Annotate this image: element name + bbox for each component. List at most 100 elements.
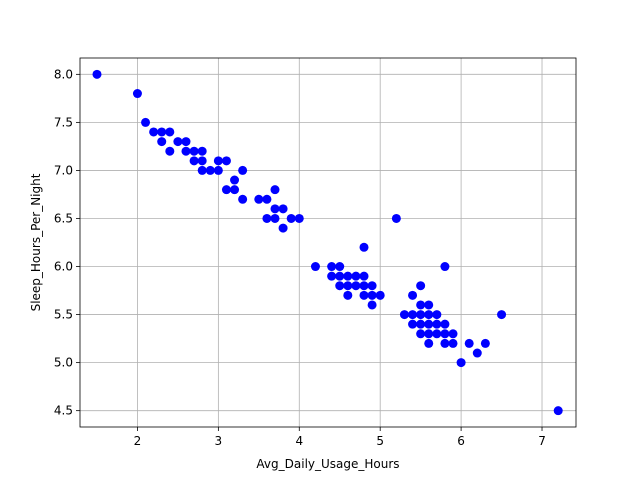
data-point bbox=[480, 338, 490, 348]
data-point bbox=[391, 213, 401, 223]
data-point bbox=[230, 175, 240, 185]
x-tick-label: 7 bbox=[538, 434, 546, 448]
data-point bbox=[440, 338, 450, 348]
data-point bbox=[440, 319, 450, 329]
data-point bbox=[359, 242, 369, 252]
x-axis-ticks: 2 3 4 5 6 7 bbox=[134, 427, 546, 448]
data-point bbox=[335, 262, 345, 272]
data-point bbox=[497, 310, 507, 320]
data-point bbox=[254, 194, 264, 204]
data-point bbox=[327, 262, 337, 272]
data-point bbox=[416, 300, 426, 310]
data-point bbox=[213, 165, 223, 175]
data-point bbox=[165, 146, 175, 156]
data-point bbox=[286, 213, 296, 223]
data-point bbox=[367, 300, 377, 310]
data-point bbox=[424, 329, 434, 339]
data-point bbox=[92, 69, 102, 79]
data-point bbox=[408, 319, 418, 329]
y-tick-label: 7.0 bbox=[54, 163, 73, 177]
data-point bbox=[424, 319, 434, 329]
data-point bbox=[424, 310, 434, 320]
data-point bbox=[464, 338, 474, 348]
data-point bbox=[343, 281, 353, 291]
data-point bbox=[424, 300, 434, 310]
data-point bbox=[221, 156, 231, 166]
x-tick-label: 4 bbox=[295, 434, 303, 448]
y-tick-label: 5.0 bbox=[54, 356, 73, 370]
data-point bbox=[343, 271, 353, 281]
data-point bbox=[189, 146, 199, 156]
x-tick-label: 5 bbox=[376, 434, 384, 448]
data-point bbox=[553, 406, 563, 416]
y-tick-label: 4.5 bbox=[54, 404, 73, 418]
data-point bbox=[221, 185, 231, 195]
data-point bbox=[132, 89, 142, 99]
data-point bbox=[448, 329, 458, 339]
y-tick-label: 6.5 bbox=[54, 211, 73, 225]
grid bbox=[80, 58, 576, 427]
data-point bbox=[270, 185, 280, 195]
data-point bbox=[238, 194, 248, 204]
y-tick-label: 8.0 bbox=[54, 67, 73, 81]
x-tick-label: 6 bbox=[457, 434, 465, 448]
data-point bbox=[351, 271, 361, 281]
data-point bbox=[335, 281, 345, 291]
data-points bbox=[92, 69, 563, 416]
data-point bbox=[416, 319, 426, 329]
data-point bbox=[351, 281, 361, 291]
data-point bbox=[213, 156, 223, 166]
x-axis-title: Avg_Daily_Usage_Hours bbox=[256, 457, 399, 471]
data-point bbox=[238, 165, 248, 175]
data-point bbox=[310, 262, 320, 272]
data-point bbox=[262, 194, 272, 204]
data-point bbox=[294, 213, 304, 223]
data-point bbox=[181, 137, 191, 147]
data-point bbox=[149, 127, 159, 137]
data-point bbox=[359, 281, 369, 291]
data-point bbox=[432, 319, 442, 329]
y-axis-ticks: 4.5 5.0 5.5 6.0 6.5 7.0 7.5 8.0 bbox=[54, 67, 80, 418]
data-point bbox=[432, 329, 442, 339]
y-axis-title: Sleep_Hours_Per_Night bbox=[29, 173, 43, 311]
data-point bbox=[416, 281, 426, 291]
data-point bbox=[270, 213, 280, 223]
data-point bbox=[440, 329, 450, 339]
data-point bbox=[456, 358, 466, 368]
data-point bbox=[278, 223, 288, 233]
data-point bbox=[197, 146, 207, 156]
data-point bbox=[375, 290, 385, 300]
data-point bbox=[408, 310, 418, 320]
data-point bbox=[335, 271, 345, 281]
data-point bbox=[408, 290, 418, 300]
data-point bbox=[359, 290, 369, 300]
data-point bbox=[173, 137, 183, 147]
data-point bbox=[270, 204, 280, 214]
data-point bbox=[343, 290, 353, 300]
data-point bbox=[230, 185, 240, 195]
data-point bbox=[205, 165, 215, 175]
data-point bbox=[399, 310, 409, 320]
data-point bbox=[157, 127, 167, 137]
data-point bbox=[367, 281, 377, 291]
y-tick-label: 6.0 bbox=[54, 260, 73, 274]
data-point bbox=[359, 271, 369, 281]
data-point bbox=[189, 156, 199, 166]
data-point bbox=[278, 204, 288, 214]
data-point bbox=[181, 146, 191, 156]
y-tick-label: 7.5 bbox=[54, 115, 73, 129]
x-tick-label: 2 bbox=[134, 434, 142, 448]
data-point bbox=[440, 262, 450, 272]
data-point bbox=[197, 165, 207, 175]
data-point bbox=[432, 310, 442, 320]
plot-frame bbox=[79, 57, 577, 428]
data-point bbox=[448, 338, 458, 348]
data-point bbox=[424, 338, 434, 348]
data-point bbox=[367, 290, 377, 300]
data-point bbox=[262, 213, 272, 223]
data-point bbox=[472, 348, 482, 358]
y-tick-label: 5.5 bbox=[54, 308, 73, 322]
data-point bbox=[416, 329, 426, 339]
data-point bbox=[157, 137, 167, 147]
